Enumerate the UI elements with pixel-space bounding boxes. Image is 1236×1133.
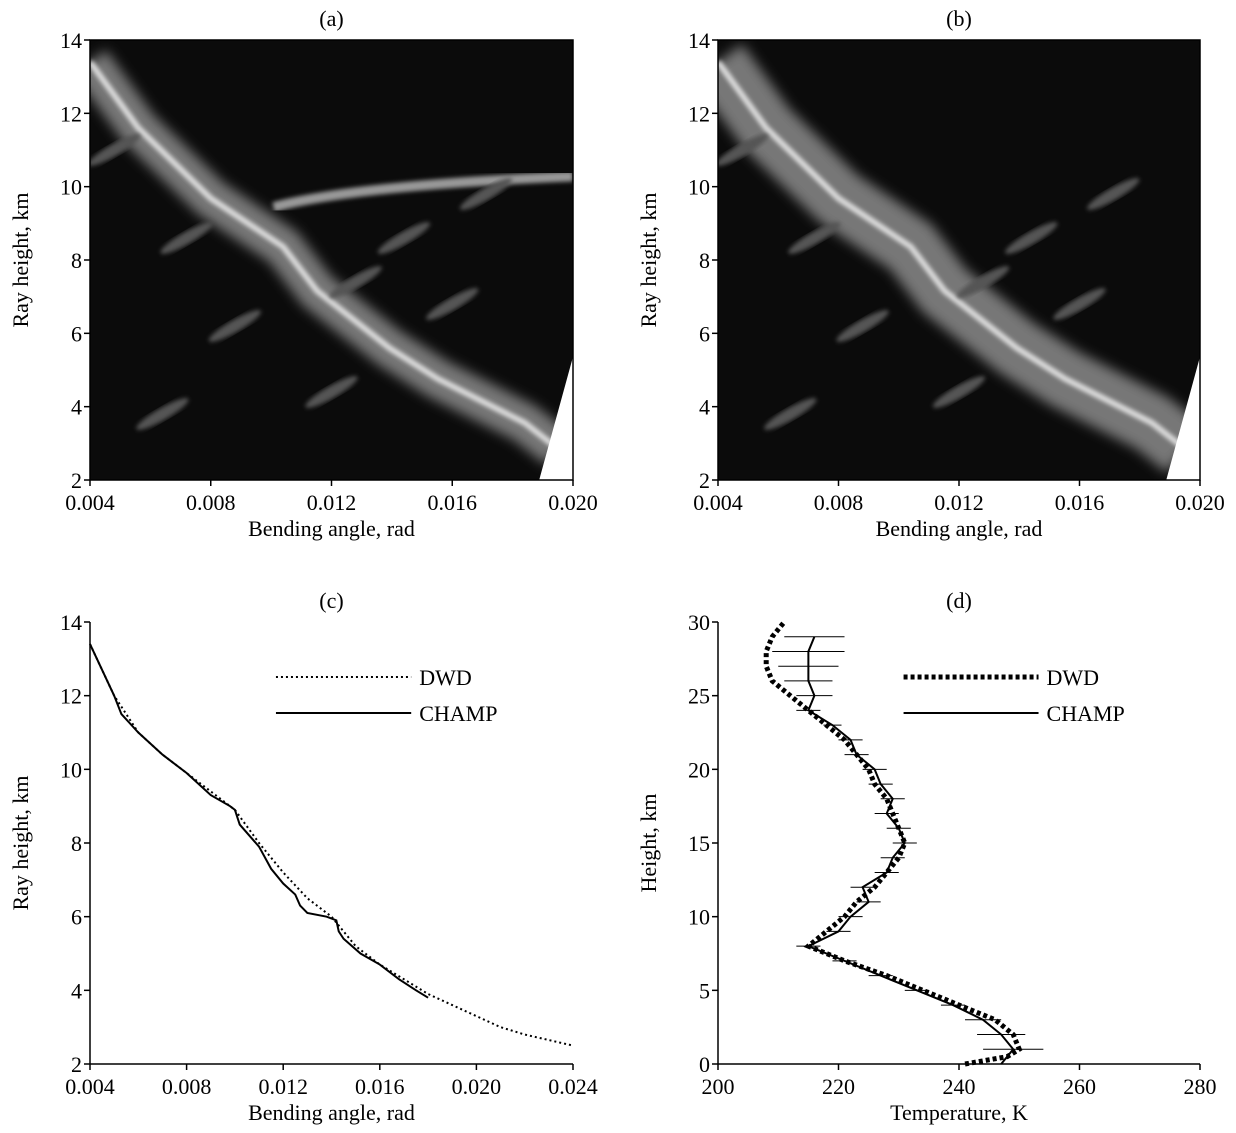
y-tick-label: 10 bbox=[60, 757, 82, 782]
panel-title: (c) bbox=[319, 588, 343, 613]
x-tick-label: 0.008 bbox=[814, 490, 864, 515]
spectrum-image bbox=[90, 40, 573, 480]
y-tick-label: 8 bbox=[71, 831, 82, 856]
y-tick-label: 14 bbox=[60, 28, 82, 53]
x-axis-label: Bending angle, rad bbox=[876, 516, 1043, 541]
y-tick-label: 12 bbox=[688, 101, 710, 126]
x-tick-label: 0.004 bbox=[65, 490, 115, 515]
speckle bbox=[136, 398, 189, 430]
y-tick-label: 4 bbox=[71, 395, 82, 420]
speckle bbox=[90, 134, 141, 166]
y-axis-label: Ray height, km bbox=[8, 192, 33, 327]
blank-corner bbox=[1166, 356, 1200, 480]
speckle bbox=[932, 376, 986, 408]
x-tick-label: 0.020 bbox=[452, 1074, 502, 1099]
y-tick-label: 6 bbox=[699, 321, 710, 346]
y-tick-label: 8 bbox=[71, 248, 82, 273]
y-axis-label: Ray height, km bbox=[8, 775, 33, 910]
speckle bbox=[764, 398, 817, 430]
ridge bbox=[90, 60, 561, 452]
spectrum-image bbox=[718, 40, 1200, 480]
x-tick-label: 0.016 bbox=[1055, 490, 1105, 515]
y-tick-label: 12 bbox=[60, 101, 82, 126]
legend-label: CHAMP bbox=[419, 701, 497, 726]
y-tick-label: 6 bbox=[71, 321, 82, 346]
series-line bbox=[89, 643, 429, 999]
x-tick-label: 0.016 bbox=[428, 490, 478, 515]
speckle bbox=[1053, 288, 1106, 320]
panel-title: (d) bbox=[946, 588, 972, 613]
y-tick-label: 15 bbox=[688, 831, 710, 856]
speckle bbox=[426, 288, 479, 320]
series-line bbox=[89, 643, 574, 1047]
y-tick-label: 0 bbox=[699, 1052, 710, 1077]
blank-corner bbox=[539, 356, 573, 480]
speckle bbox=[1087, 178, 1140, 210]
x-tick-label: 0.024 bbox=[548, 1074, 598, 1099]
y-tick-label: 10 bbox=[688, 175, 710, 200]
ridge bbox=[718, 60, 1188, 452]
y-tick-label: 5 bbox=[699, 978, 710, 1003]
x-tick-label: 240 bbox=[943, 1074, 976, 1099]
x-axis-label: Temperature, K bbox=[890, 1100, 1028, 1125]
x-tick-label: 0.012 bbox=[934, 490, 984, 515]
legend-label: DWD bbox=[419, 665, 472, 690]
y-tick-label: 2 bbox=[699, 468, 710, 493]
y-tick-label: 25 bbox=[688, 684, 710, 709]
y-tick-label: 12 bbox=[60, 684, 82, 709]
y-tick-label: 2 bbox=[71, 1052, 82, 1077]
speckle bbox=[160, 222, 213, 254]
x-tick-label: 220 bbox=[822, 1074, 855, 1099]
panel-title: (b) bbox=[946, 6, 972, 31]
x-tick-label: 280 bbox=[1184, 1074, 1217, 1099]
y-tick-label: 10 bbox=[60, 175, 82, 200]
speckle bbox=[836, 310, 889, 342]
y-tick-label: 20 bbox=[688, 757, 710, 782]
speckle bbox=[788, 222, 841, 254]
y-tick-label: 2 bbox=[71, 468, 82, 493]
speckle bbox=[956, 266, 1010, 298]
speckle bbox=[459, 178, 513, 210]
speckle bbox=[377, 222, 431, 254]
legend-label: CHAMP bbox=[1047, 701, 1125, 726]
x-tick-label: 0.020 bbox=[1175, 490, 1225, 515]
legend-label: DWD bbox=[1047, 665, 1100, 690]
x-tick-label: 0.020 bbox=[548, 490, 598, 515]
x-tick-label: 0.004 bbox=[693, 490, 743, 515]
y-tick-label: 6 bbox=[71, 905, 82, 930]
x-tick-label: 260 bbox=[1063, 1074, 1096, 1099]
y-tick-label: 8 bbox=[699, 248, 710, 273]
y-tick-label: 30 bbox=[688, 610, 710, 635]
x-axis-label: Bending angle, rad bbox=[248, 516, 415, 541]
x-tick-label: 0.004 bbox=[65, 1074, 115, 1099]
ridge-branch bbox=[272, 171, 573, 213]
y-tick-label: 4 bbox=[71, 978, 82, 1003]
x-tick-label: 0.008 bbox=[186, 490, 236, 515]
x-tick-label: 0.012 bbox=[258, 1074, 308, 1099]
y-tick-label: 14 bbox=[60, 610, 82, 635]
y-axis-label: Ray height, km bbox=[636, 192, 661, 327]
speckle bbox=[208, 310, 262, 342]
x-tick-label: 200 bbox=[702, 1074, 735, 1099]
panel-title: (a) bbox=[319, 6, 343, 31]
y-tick-label: 10 bbox=[688, 905, 710, 930]
series-line bbox=[805, 636, 1015, 1065]
x-tick-label: 0.012 bbox=[307, 490, 357, 515]
x-tick-label: 0.016 bbox=[355, 1074, 405, 1099]
speckle bbox=[718, 134, 769, 166]
x-tick-label: 0.008 bbox=[162, 1074, 212, 1099]
y-tick-label: 4 bbox=[699, 395, 710, 420]
series-line bbox=[763, 620, 1023, 1067]
speckle bbox=[329, 266, 382, 298]
x-axis-label: Bending angle, rad bbox=[248, 1100, 415, 1125]
y-tick-label: 14 bbox=[688, 28, 710, 53]
speckle bbox=[305, 376, 358, 408]
speckle bbox=[1005, 222, 1058, 254]
y-axis-label: Height, km bbox=[636, 794, 661, 893]
